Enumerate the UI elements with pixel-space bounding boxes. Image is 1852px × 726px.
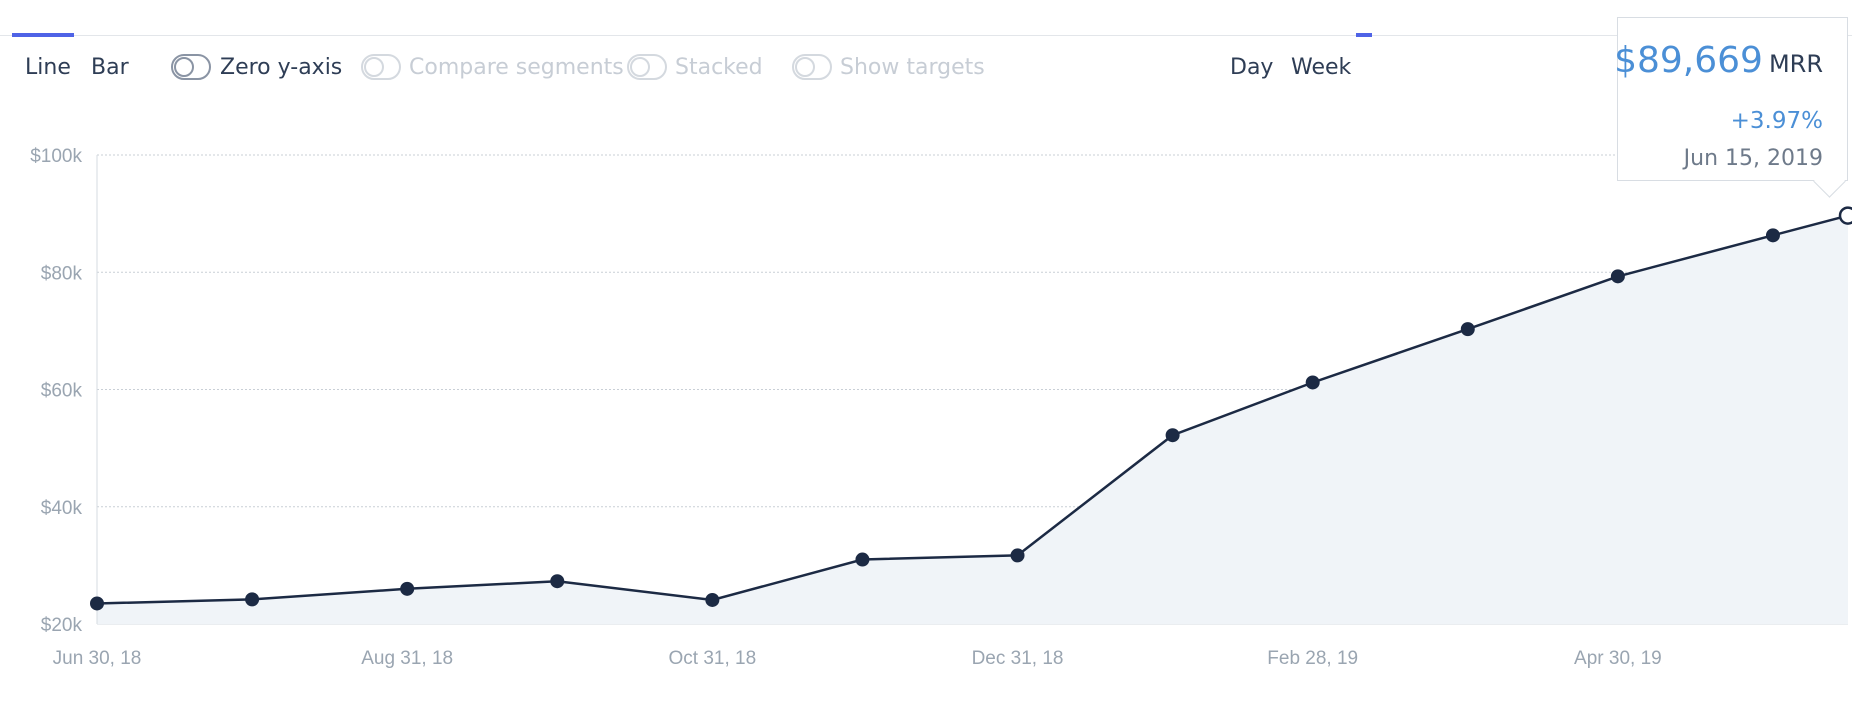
y-tick-labels: $20k $40k $60k $80k $100k [30, 146, 82, 636]
y-tick-label: $60k [41, 381, 83, 402]
data-point[interactable] [1610, 269, 1625, 284]
tooltip-value-row: $89,669 MRR [1614, 40, 1823, 81]
highlighted-data-point[interactable] [1838, 206, 1852, 225]
x-tick-label: Oct 31, 18 [669, 648, 757, 669]
x-tick-label: Dec 31, 18 [972, 648, 1064, 669]
bar-chart-button[interactable]: Bar [91, 55, 129, 80]
y-tick-label: $20k [41, 615, 83, 636]
tooltip-value: $89,669 [1614, 40, 1763, 81]
x-tick-label: Aug 31, 18 [361, 648, 453, 669]
data-point[interactable] [1305, 375, 1320, 390]
y-tick-label: $40k [41, 498, 83, 519]
data-point[interactable] [1460, 322, 1475, 337]
data-point[interactable] [1765, 228, 1780, 243]
data-point[interactable] [245, 592, 260, 607]
y-tick-label: $100k [30, 146, 82, 167]
interval-week-button[interactable]: Week [1291, 55, 1352, 80]
x-tick-label: Feb 28, 19 [1267, 648, 1358, 669]
area-fill [97, 215, 1848, 624]
toggle-knob [630, 57, 650, 77]
tooltip-unit: MRR [1768, 50, 1823, 78]
tooltip-date: Jun 15, 2019 [1683, 146, 1823, 171]
selected-chart-type-indicator [12, 33, 74, 37]
toggle-knob [364, 57, 384, 77]
data-point[interactable] [855, 552, 870, 567]
compare-segments-label[interactable]: Compare segments [409, 55, 624, 80]
x-tick-labels: Jun 30, 18 Aug 31, 18 Oct 31, 18 Dec 31, 18… [53, 648, 1662, 669]
data-point[interactable] [400, 581, 415, 596]
stacked-label[interactable]: Stacked [675, 55, 763, 80]
compare-segments-toggle[interactable] [361, 54, 401, 80]
toggle-knob [795, 57, 815, 77]
x-tick-label: Jun 30, 18 [53, 648, 142, 669]
zero-y-axis-label[interactable]: Zero y-axis [220, 55, 343, 80]
toggle-knob [174, 57, 194, 77]
y-tick-label: $80k [41, 263, 83, 284]
show-targets-label[interactable]: Show targets [840, 55, 985, 80]
data-point[interactable] [90, 596, 104, 611]
show-targets-toggle[interactable] [792, 54, 832, 80]
data-point[interactable] [1165, 428, 1180, 443]
data-points [90, 206, 1852, 611]
toolbar-divider [0, 35, 1852, 36]
selected-interval-indicator [1356, 33, 1372, 37]
data-point-tooltip: $89,669 MRR +3.97% Jun 15, 2019 [1614, 17, 1848, 198]
zero-y-axis-toggle[interactable] [171, 54, 211, 80]
x-tick-label: Apr 30, 19 [1574, 648, 1662, 669]
stacked-toggle[interactable] [627, 54, 667, 80]
data-point[interactable] [1010, 548, 1025, 563]
tooltip-change: +3.97% [1730, 108, 1823, 134]
data-point[interactable] [550, 574, 565, 589]
interval-day-button[interactable]: Day [1230, 55, 1274, 80]
data-point[interactable] [705, 592, 720, 607]
line-chart-button[interactable]: Line [25, 55, 71, 80]
